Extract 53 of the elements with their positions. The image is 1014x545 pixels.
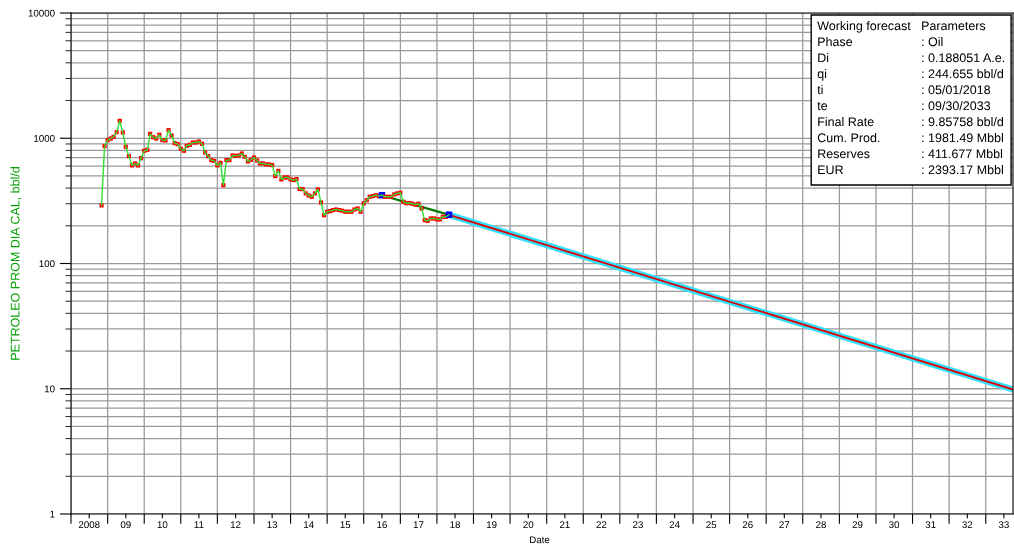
annotation: Reserves <box>818 149 870 159</box>
y-tick-label: 10 <box>44 385 55 393</box>
annotation: : 09/30/2033 <box>922 101 991 111</box>
annotation: : 0.188051 A.e. <box>922 53 1005 63</box>
y-tick-label: 10000 <box>28 9 55 17</box>
annotation: Di <box>818 53 829 63</box>
y-tick-label: 100 <box>39 260 55 268</box>
annotation: qi <box>817 69 827 81</box>
y-tick-label: 1000 <box>34 134 55 142</box>
x-tick-label: 23 <box>633 521 643 529</box>
x-tick-label: 15 <box>340 521 351 529</box>
annotation: EUR <box>818 165 844 175</box>
x-tick-label: 2008 <box>78 521 100 529</box>
x-tick-label: 11 <box>194 521 204 528</box>
x-tick-label: 09 <box>120 521 131 529</box>
annotation: te <box>817 101 828 111</box>
x-tick-label: 22 <box>596 521 607 528</box>
x-tick-label: 10 <box>157 521 168 529</box>
x-tick-label: 24 <box>669 521 680 528</box>
annotation: : 9.85758 bbl/d <box>922 117 1003 127</box>
annotation: : 411.677 Mbbl <box>922 149 1003 159</box>
x-tick-label: 31 <box>925 521 936 529</box>
annotation: Working forecast <box>817 21 911 33</box>
x-tick-label: 26 <box>742 521 753 529</box>
annotation: : 2393.17 Mbbl <box>922 165 1003 175</box>
x-tick-label: 27 <box>779 521 790 528</box>
annotation: : 244.655 bbl/d <box>922 69 1003 79</box>
x-tick-label: 21 <box>559 521 570 528</box>
x-tick-label: 30 <box>889 521 900 529</box>
x-tick-label: 16 <box>377 521 387 529</box>
y-tick-label: 1 <box>50 510 55 518</box>
annotation: ti <box>817 85 823 95</box>
x-tick-label: 19 <box>486 521 497 529</box>
annotation: Parameters <box>922 21 986 31</box>
annotation: : Oil <box>922 37 943 47</box>
y-axis-title: PETROLEO PROM DIA CAL, bbl/d <box>10 167 22 360</box>
x-tick-label: 13 <box>267 521 278 529</box>
x-tick-label: 25 <box>706 521 717 529</box>
annotation: Final Rate <box>818 117 874 127</box>
x-tick-label: 18 <box>450 521 461 529</box>
x-tick-label: 12 <box>230 521 241 528</box>
x-tick-label: 29 <box>852 521 863 529</box>
x-axis-title: Date <box>530 536 550 544</box>
annotation: Cum. Prod. <box>817 133 880 143</box>
x-tick-label: 14 <box>304 521 314 528</box>
x-tick-label: 28 <box>816 521 826 529</box>
annotation: Phase <box>818 37 853 47</box>
annotation: : 1981.49 Mbbl <box>922 133 1003 143</box>
x-tick-label: 20 <box>523 521 534 529</box>
x-tick-label: 17 <box>413 521 424 528</box>
x-tick-label: 32 <box>962 521 973 529</box>
x-tick-label: 33 <box>998 521 1009 529</box>
annotation: : 05/01/2018 <box>922 85 991 95</box>
